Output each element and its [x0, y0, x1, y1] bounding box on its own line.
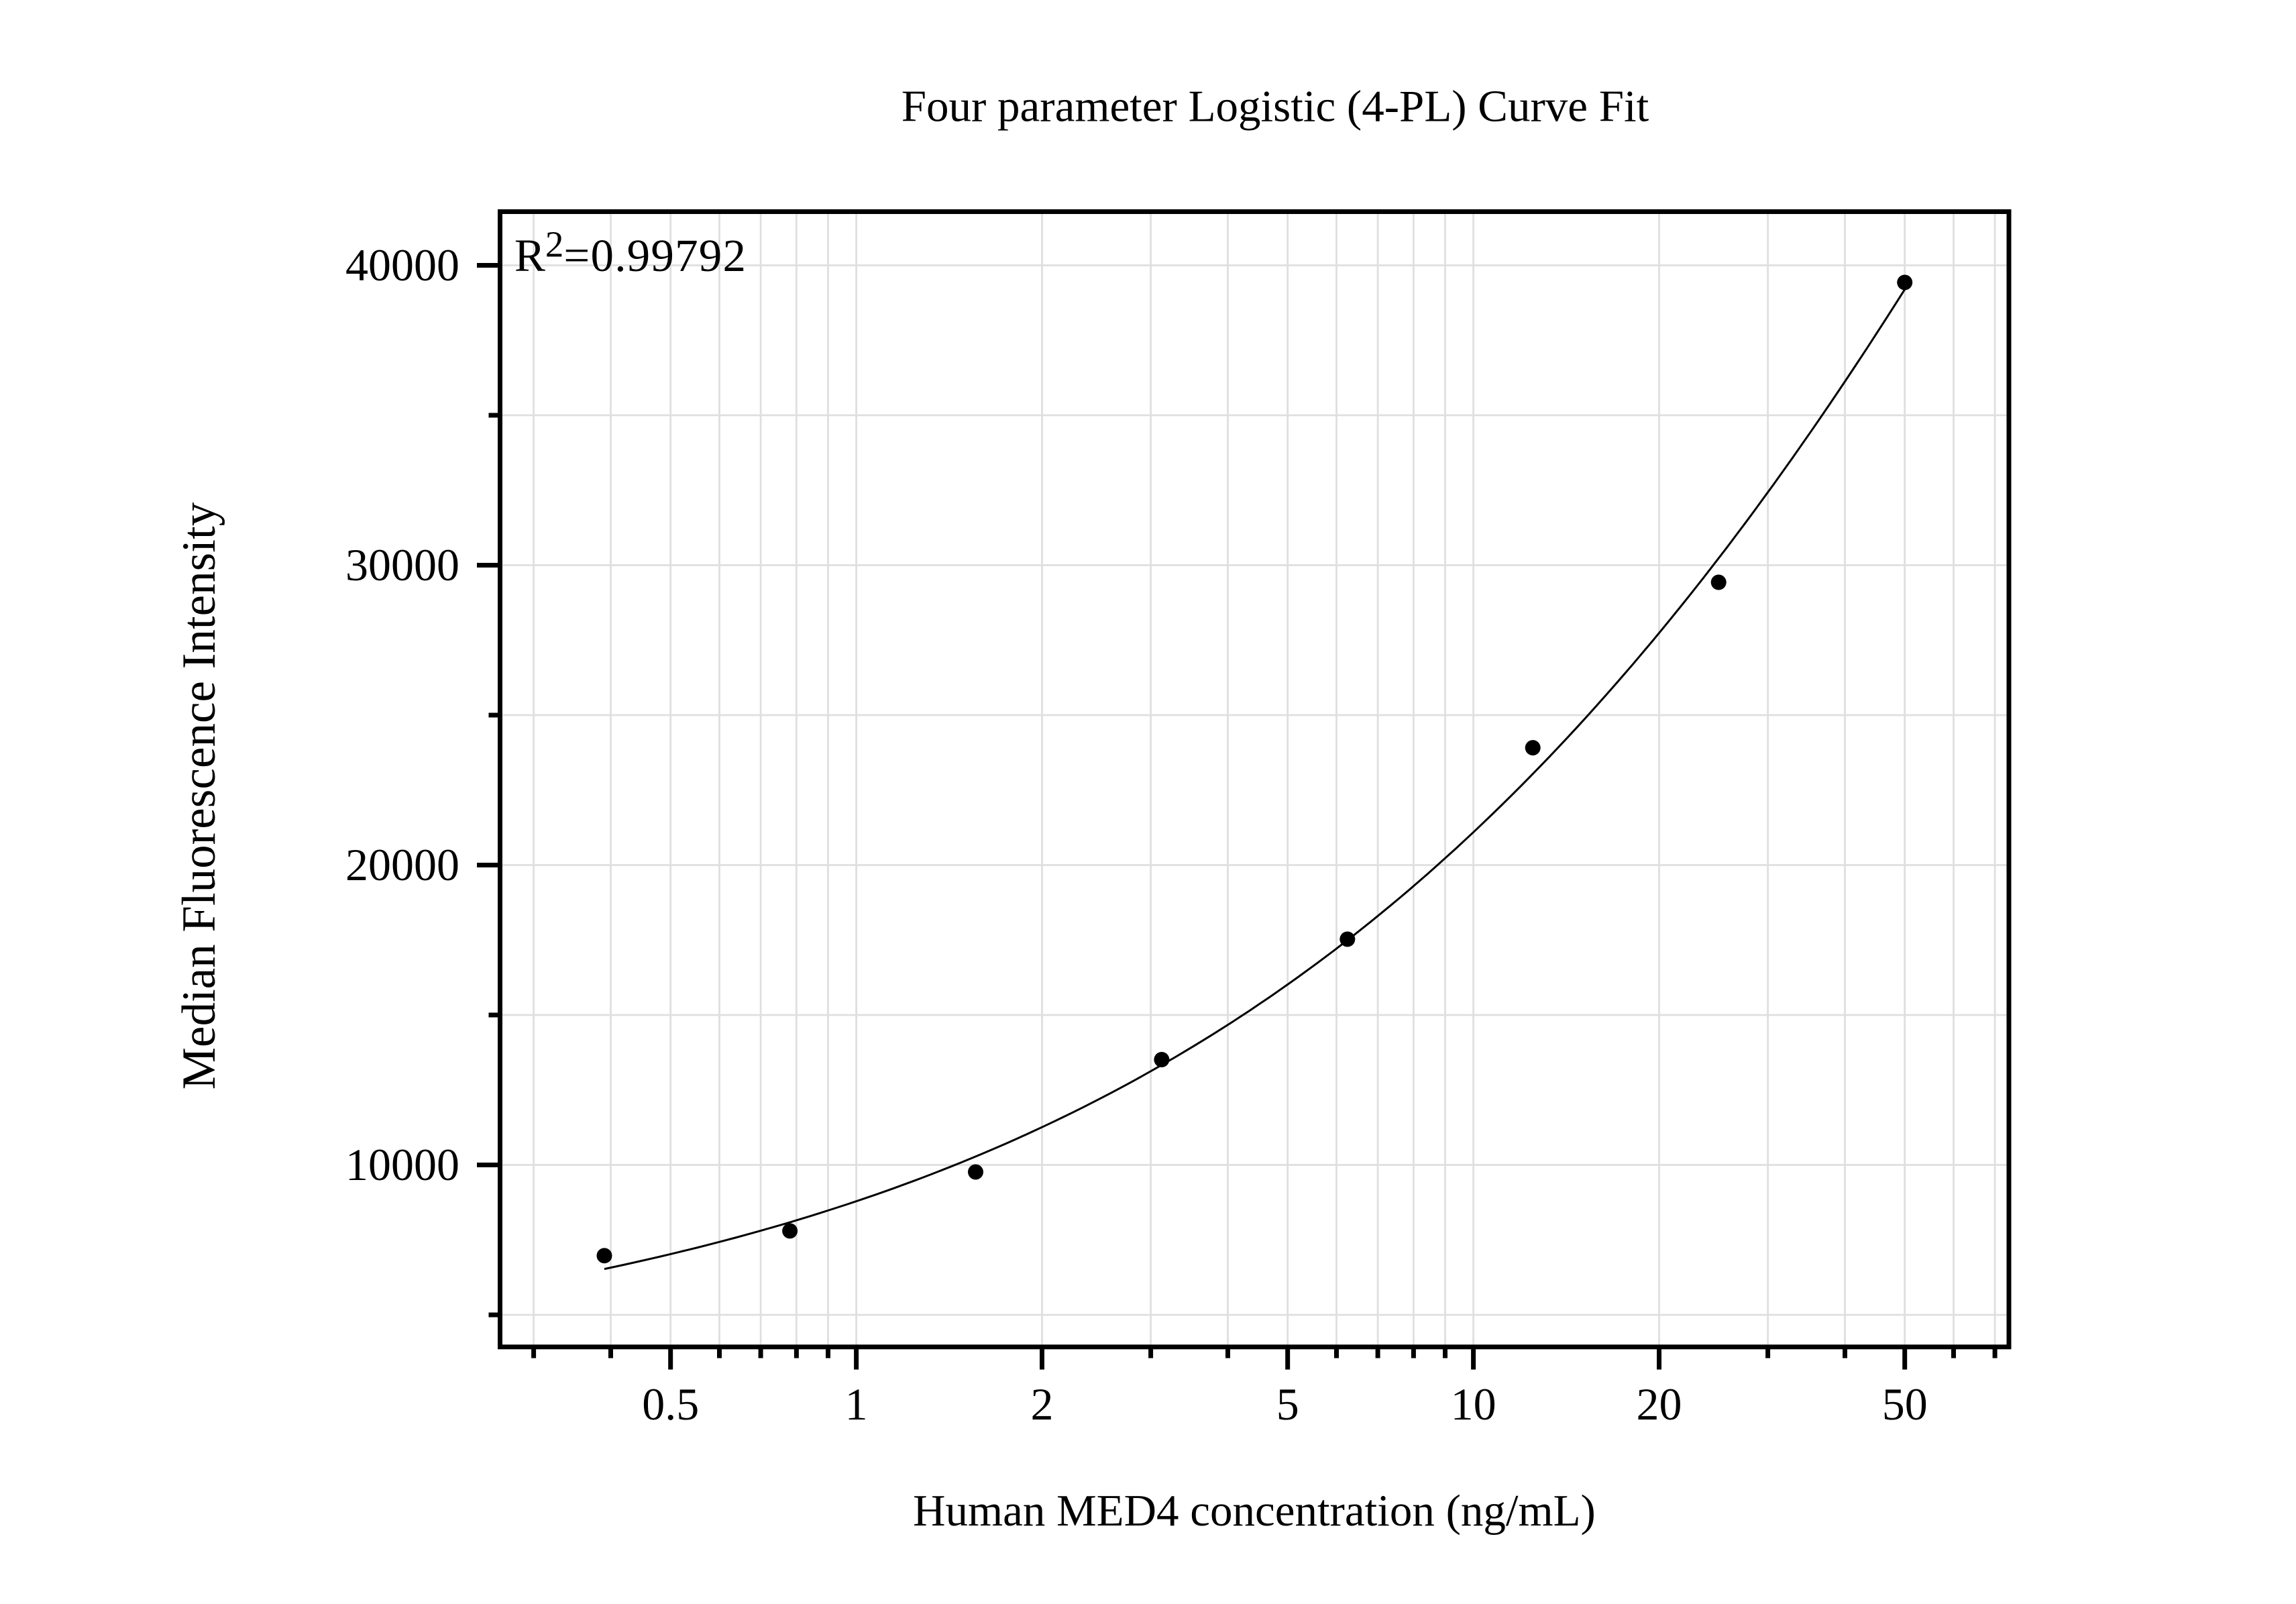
svg-text:Median Fluorescence Intensity: Median Fluorescence Intensity: [173, 502, 225, 1089]
svg-text:1: 1: [845, 1379, 868, 1430]
svg-text:0.5: 0.5: [642, 1379, 699, 1430]
svg-text:Human MED4 concentration (ng/m: Human MED4 concentration (ng/mL): [913, 1486, 1596, 1536]
svg-text:5: 5: [1276, 1379, 1299, 1430]
svg-text:20: 20: [1637, 1379, 1682, 1430]
svg-text:40000: 40000: [345, 239, 459, 290]
svg-text:2: 2: [1031, 1379, 1054, 1430]
svg-text:50: 50: [1882, 1379, 1928, 1430]
svg-text:10000: 10000: [345, 1139, 459, 1190]
svg-text:20000: 20000: [345, 839, 459, 890]
svg-text:10: 10: [1451, 1379, 1496, 1430]
svg-text:Four parameter Logistic (4-PL): Four parameter Logistic (4-PL) Curve Fit: [901, 82, 1649, 131]
svg-text:30000: 30000: [345, 539, 459, 590]
